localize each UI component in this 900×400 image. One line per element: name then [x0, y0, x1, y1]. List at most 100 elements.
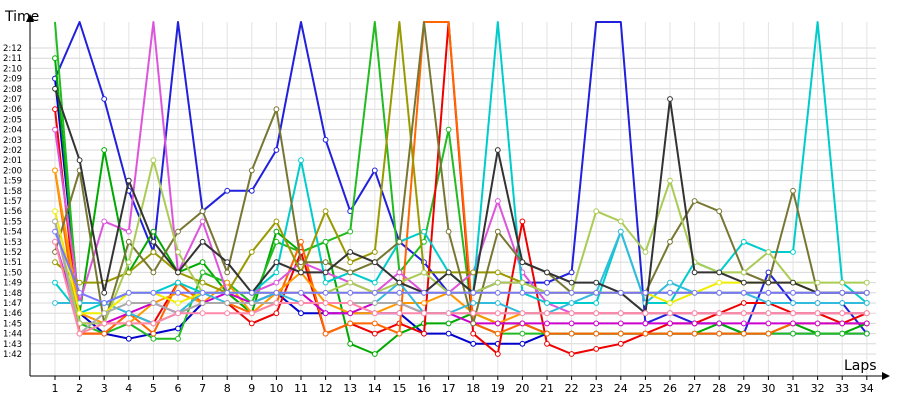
data-point: [790, 187, 796, 194]
data-point: [863, 330, 870, 337]
data-point: [347, 228, 354, 235]
data-point: [199, 300, 206, 306]
data-point: [740, 310, 747, 317]
data-point: [150, 249, 157, 255]
data-point: [445, 289, 452, 296]
data-point: [52, 300, 58, 306]
data-point: [371, 320, 378, 327]
data-point: [322, 310, 329, 317]
data-point: [101, 330, 108, 337]
data-point: [445, 269, 452, 276]
data-point: [593, 279, 600, 286]
series-line: [54, 88, 867, 315]
data-point: [544, 330, 550, 337]
data-point: [347, 320, 354, 327]
y-tick-label: 1:52: [3, 248, 22, 258]
data-point: [740, 238, 747, 245]
data-point: [593, 300, 600, 306]
x-tick-label: 29: [737, 382, 751, 395]
data-point: [52, 167, 58, 174]
data-point: [347, 310, 354, 317]
data-point: [470, 330, 477, 337]
x-tick-label: 18: [466, 382, 480, 395]
y-tick-label: 2:03: [3, 136, 22, 146]
data-point: [199, 289, 206, 296]
data-point: [248, 289, 255, 296]
data-point: [568, 310, 575, 317]
data-point: [396, 289, 403, 296]
data-point: [273, 106, 280, 113]
x-tick-label: 16: [417, 382, 431, 395]
data-point: [248, 167, 255, 174]
data-point: [863, 310, 870, 317]
data-point: [445, 310, 452, 317]
data-point: [273, 300, 280, 306]
data-point: [322, 279, 329, 286]
y-tick-label: 2:11: [3, 54, 22, 64]
data-point: [199, 259, 206, 266]
data-point: [519, 310, 526, 317]
data-point: [52, 218, 58, 225]
data-point: [470, 340, 477, 347]
data-point: [863, 300, 870, 306]
data-point: [298, 310, 304, 317]
data-point: [199, 310, 206, 317]
data-point: [667, 238, 673, 245]
data-point: [175, 269, 181, 276]
data-point: [248, 300, 255, 306]
data-point: [125, 238, 132, 245]
data-point: [298, 157, 304, 164]
data-point: [421, 269, 427, 276]
data-point: [298, 300, 304, 306]
data-point: [617, 310, 624, 317]
data-point: [421, 310, 427, 317]
data-point: [642, 289, 649, 296]
data-point: [150, 289, 157, 296]
data-point: [224, 289, 231, 296]
x-tick-label: 32: [811, 382, 825, 395]
x-tick-label: 11: [294, 382, 308, 395]
data-point: [494, 228, 501, 235]
data-point: [790, 320, 796, 327]
data-point: [396, 238, 403, 245]
data-point: [445, 126, 452, 133]
data-point: [494, 279, 501, 286]
y-axis-arrow: [26, 14, 34, 22]
data-point: [322, 330, 329, 337]
data-point: [519, 218, 526, 225]
x-tick-label: 9: [248, 382, 255, 395]
data-point: [273, 259, 280, 266]
data-point: [494, 351, 501, 357]
data-point: [298, 289, 304, 296]
data-point: [248, 310, 255, 317]
data-point: [642, 310, 649, 317]
data-point: [421, 238, 427, 245]
data-point: [125, 289, 132, 296]
data-point: [667, 289, 673, 296]
data-point: [52, 259, 58, 266]
y-tick-label: 1:43: [3, 340, 22, 350]
data-point: [716, 320, 723, 327]
y-tick-label: 2:04: [3, 126, 22, 136]
data-point: [125, 310, 132, 317]
data-point: [52, 279, 58, 286]
y-tick-label: 1:58: [3, 187, 22, 197]
data-point: [691, 310, 698, 317]
data-point: [224, 259, 231, 266]
data-point: [519, 279, 526, 286]
data-point: [568, 269, 575, 276]
data-point: [863, 289, 870, 296]
data-point: [101, 300, 108, 306]
data-point: [101, 289, 108, 296]
x-axis-title: Laps: [844, 358, 877, 374]
data-point: [396, 269, 403, 276]
data-point: [716, 269, 723, 276]
data-point: [790, 330, 796, 337]
data-point: [544, 310, 550, 317]
data-point: [568, 289, 575, 296]
data-point: [199, 279, 206, 286]
data-point: [175, 279, 181, 286]
x-tick-label: 24: [614, 382, 628, 395]
x-tick-label: 20: [515, 382, 529, 395]
data-point: [273, 289, 280, 296]
